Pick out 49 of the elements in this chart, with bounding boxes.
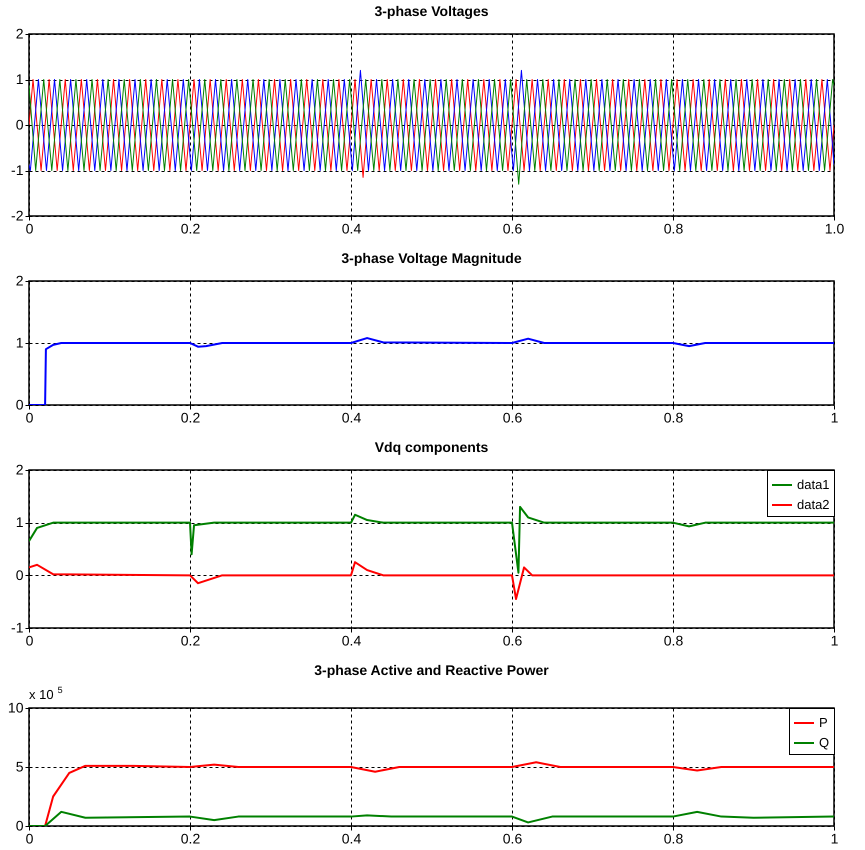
x-tick-label: 0.4 xyxy=(342,632,362,648)
x-tick-label: 0.8 xyxy=(664,632,684,648)
y-tick-label: -1 xyxy=(11,620,24,636)
y-tick-label: 0 xyxy=(16,566,24,583)
x-tick-label: 0.8 xyxy=(664,220,684,236)
x-tick-label: 0.2 xyxy=(180,410,200,426)
line-series xyxy=(29,70,834,171)
x-tick-label: 0.6 xyxy=(502,410,522,426)
chart-title: 3-phase Voltage Magnitude xyxy=(341,250,522,266)
x-tick-label: 0.2 xyxy=(180,220,200,236)
x-tick-label: 0.4 xyxy=(342,830,362,846)
y-tick-label: 1 xyxy=(16,334,24,350)
y-tick-label: 0 xyxy=(16,116,24,132)
chart-title: Vdq components xyxy=(374,439,488,455)
y-tick-label: 2 xyxy=(16,462,24,478)
x-tick-label: 0.8 xyxy=(664,830,684,846)
x-tick-label: 0 xyxy=(26,220,34,236)
y-tick-label: 0 xyxy=(16,396,24,412)
x-tick-label: 0.6 xyxy=(502,830,522,846)
y-tick-label: 2 xyxy=(16,272,24,288)
y-tick-label: -1 xyxy=(11,162,24,178)
legend-label: data1 xyxy=(797,477,830,492)
x-tick-label: 0.2 xyxy=(180,830,200,846)
line-series xyxy=(29,561,834,600)
x-tick-label: 1 xyxy=(830,410,839,426)
chart-title: 3-phase Active and Reactive Power xyxy=(314,662,550,678)
y-tick-label: 2 xyxy=(16,26,24,42)
legend-label: Q xyxy=(819,735,830,750)
x-tick-label: 1.0 xyxy=(824,220,844,236)
x-tick-label: 0 xyxy=(26,410,34,426)
x-tick-label: 1 xyxy=(830,632,839,648)
x-tick-label: 0.8 xyxy=(664,410,684,426)
y-tick-label: 5 xyxy=(16,758,24,774)
y-tick-label: 0 xyxy=(16,818,24,834)
x-tick-label: 0 xyxy=(26,830,34,846)
x-tick-label: 1 xyxy=(830,830,839,846)
y-tick-label: 10 xyxy=(8,700,24,716)
y-tick-label: 1 xyxy=(16,514,24,530)
x-tick-label: 0.2 xyxy=(180,632,200,648)
legend-label: P xyxy=(819,715,828,730)
x-tick-label: 0.6 xyxy=(502,632,522,648)
y-tick-label: -2 xyxy=(11,208,24,224)
chart-title: 3-phase Voltages xyxy=(374,3,489,19)
x-tick-label: 0.4 xyxy=(342,220,362,236)
x-tick-label: 0.6 xyxy=(502,220,522,236)
x-tick-label: 0.4 xyxy=(342,410,362,426)
y-tick-label: 1 xyxy=(16,71,24,87)
x-tick-label: 0 xyxy=(26,632,34,648)
legend-label: data2 xyxy=(797,497,830,512)
